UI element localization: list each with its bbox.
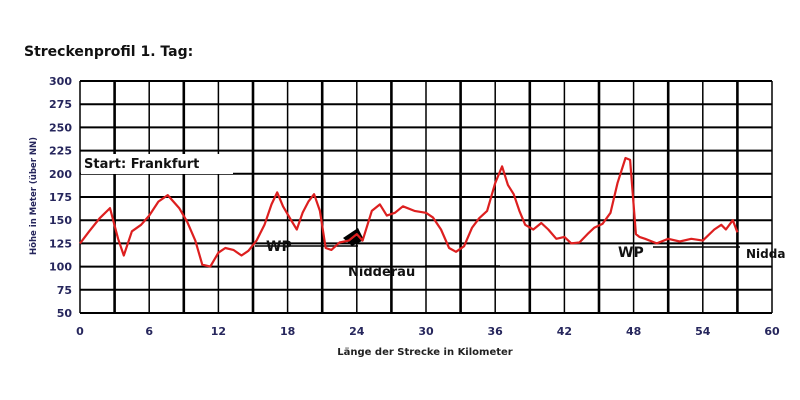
y-axis-label: Höhe in Meter (über NN) xyxy=(29,137,39,255)
elevation-line xyxy=(79,156,739,268)
x-tick-label: 36 xyxy=(488,325,504,338)
y-tick-label: 250 xyxy=(49,121,72,134)
y-tick-label: 225 xyxy=(49,145,72,158)
annotation-bg xyxy=(81,154,233,174)
annotation-wp-2: WP xyxy=(618,245,644,261)
x-tick-label: 6 xyxy=(145,325,153,338)
y-tick-label: 150 xyxy=(49,214,72,227)
y-tick-labels: 50 75 100 125 150 175 200 225 250 275 300 xyxy=(49,75,72,320)
y-tick-label: 200 xyxy=(49,168,72,181)
annotation-start-frankfurt: Start: Frankfurt xyxy=(84,157,199,172)
y-tick-label: 100 xyxy=(49,261,72,274)
series xyxy=(79,156,739,268)
y-tick-label: 50 xyxy=(57,307,73,320)
annotation-nidda: Nidda xyxy=(746,247,785,261)
x-axis-label: Länge der Strecke in Kilometer xyxy=(337,347,513,358)
annotation-wp-1: WP xyxy=(266,239,292,255)
y-tick-label: 175 xyxy=(49,191,72,204)
x-tick-label: 24 xyxy=(349,325,365,338)
x-tick-label: 18 xyxy=(280,325,295,338)
x-tick-label: 30 xyxy=(418,325,434,338)
x-tick-label: 12 xyxy=(211,325,226,338)
x-tick-label: 54 xyxy=(695,325,711,338)
x-tick-labels: 0 6 12 18 24 30 36 42 48 54 60 xyxy=(76,325,780,338)
y-tick-label: 275 xyxy=(49,98,72,111)
chart-title: Streckenprofil 1. Tag: xyxy=(24,44,194,60)
x-tick-label: 0 xyxy=(76,325,84,338)
x-tick-label: 48 xyxy=(626,325,641,338)
annotation-nidderau: Nidderau xyxy=(348,265,415,280)
y-tick-label: 300 xyxy=(49,75,72,88)
x-tick-label: 42 xyxy=(557,325,572,338)
x-tick-label: 60 xyxy=(764,325,780,338)
grid xyxy=(79,80,773,314)
y-tick-label: 125 xyxy=(49,237,72,250)
y-tick-label: 75 xyxy=(57,284,72,297)
